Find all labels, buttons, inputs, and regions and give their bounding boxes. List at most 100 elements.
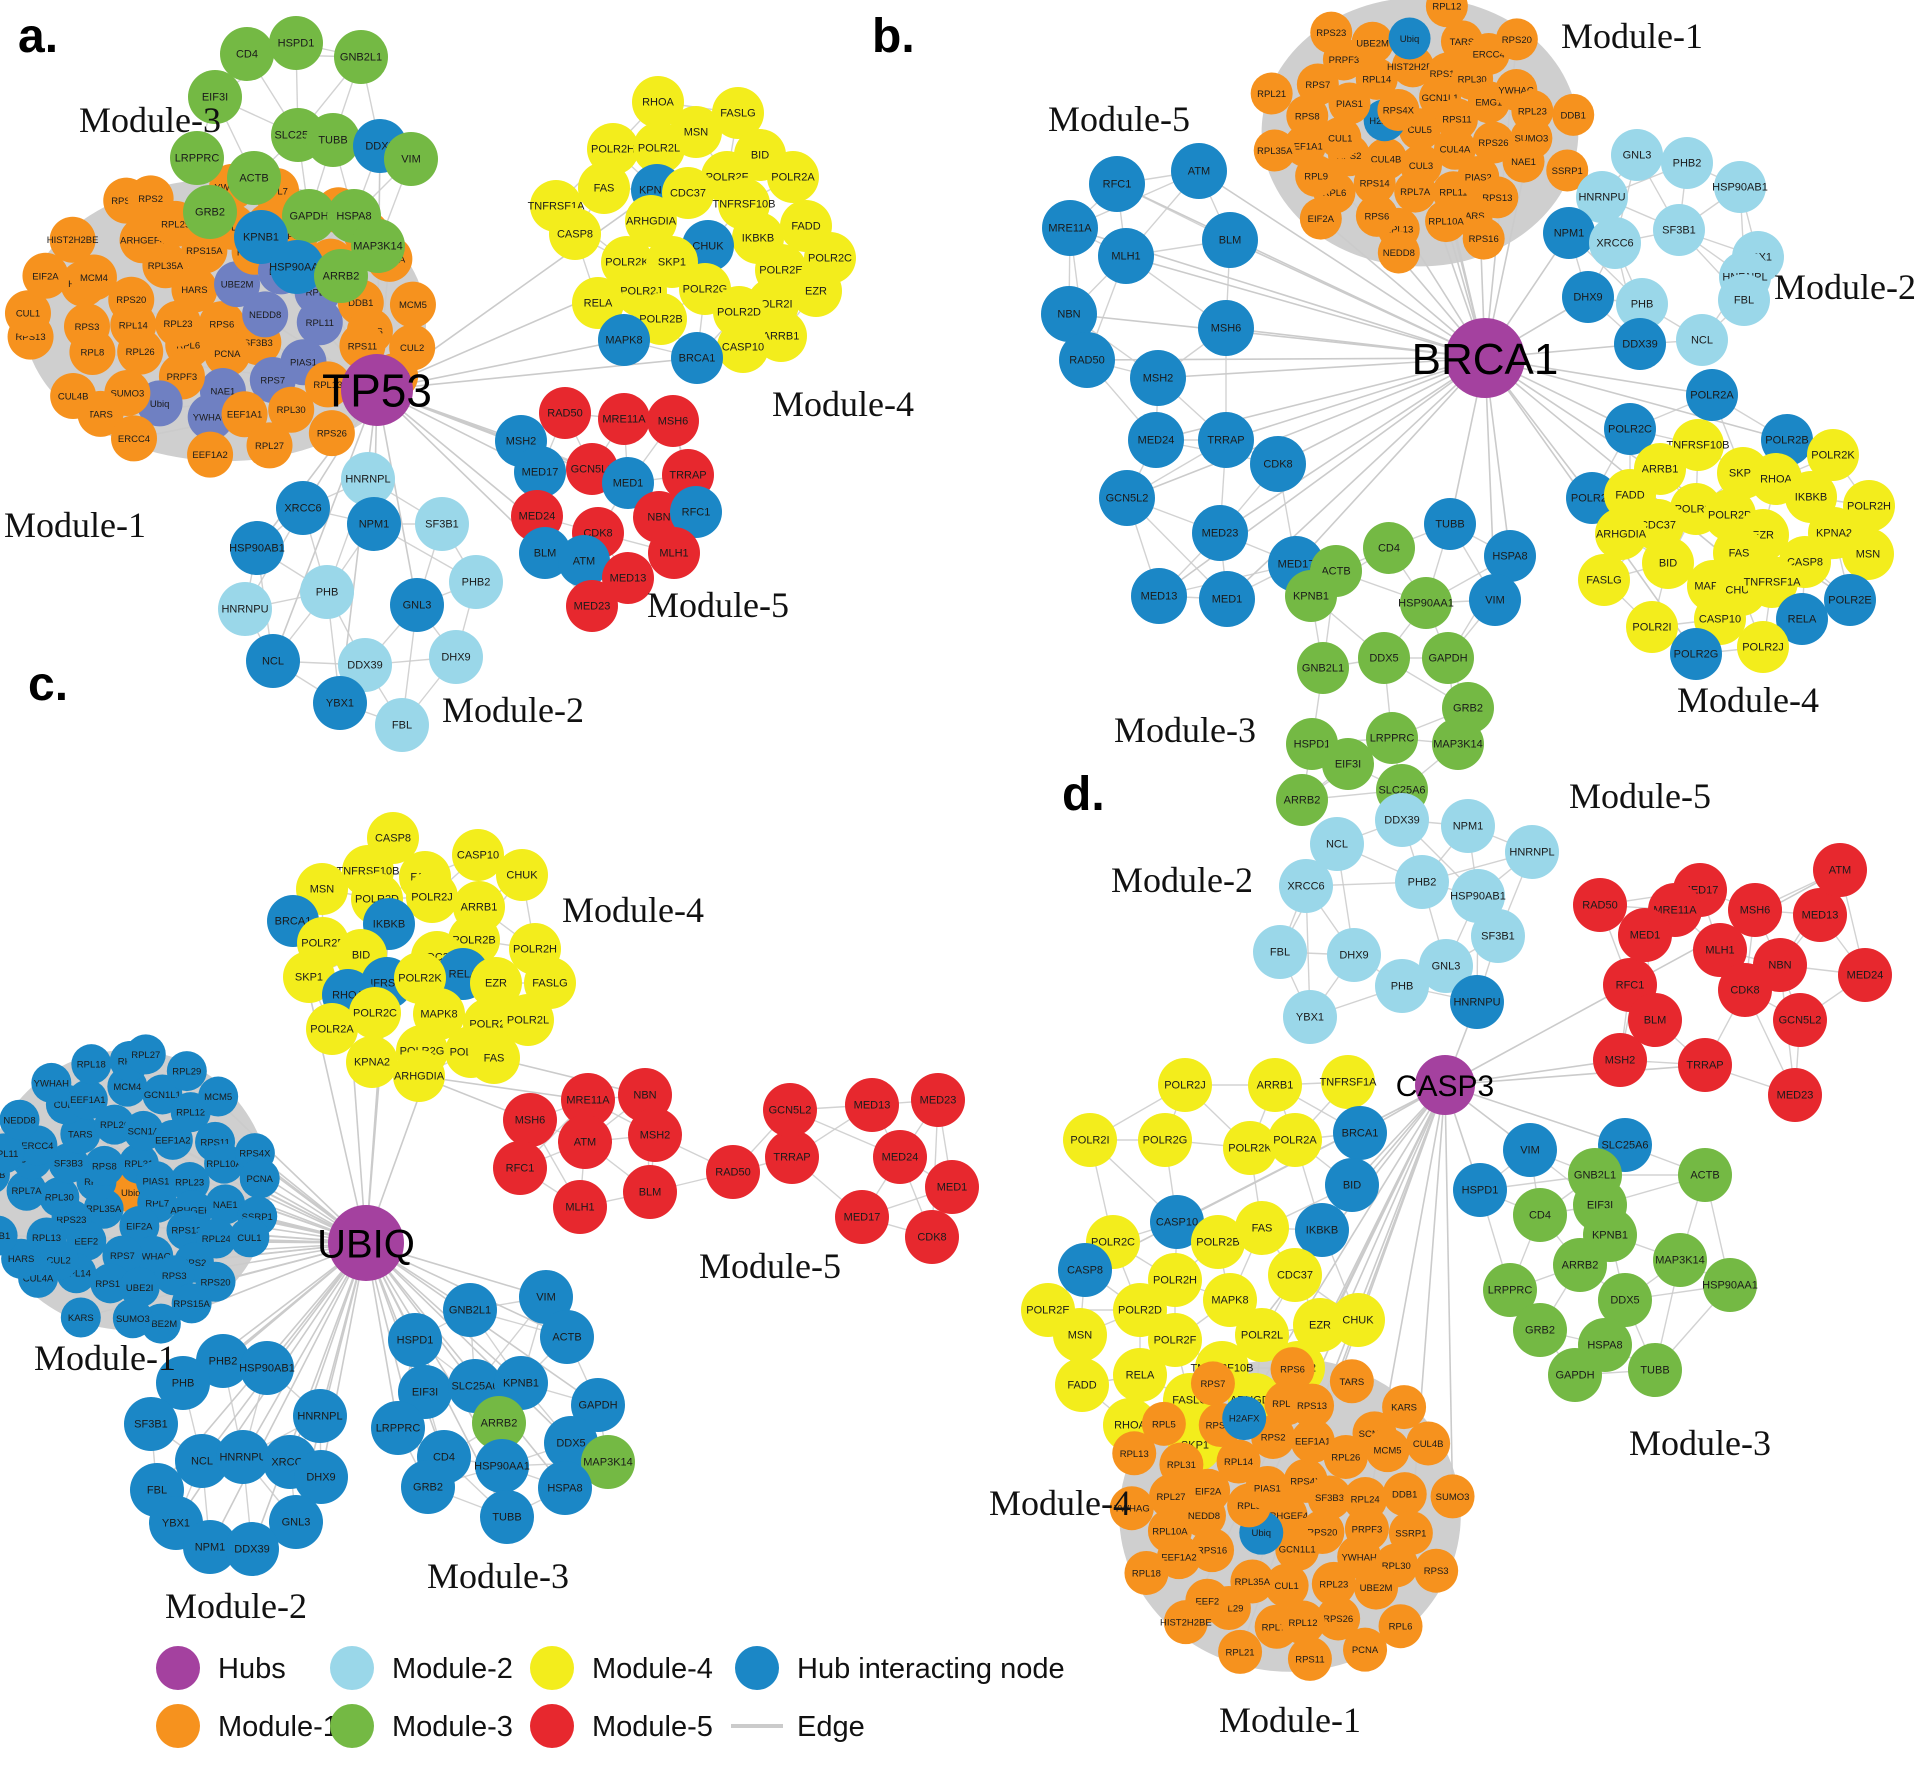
node-label-RPS8: RPS8 <box>1295 111 1320 122</box>
node-label-RPL23: RPL23 <box>1319 1579 1348 1590</box>
node-NCL <box>246 634 300 688</box>
node-RPS13 <box>1290 1383 1335 1428</box>
node-label-GCN5L2: GCN5L2 <box>1779 1015 1822 1027</box>
node-DDX39 <box>225 1522 279 1576</box>
hub-edge <box>1225 357 1486 441</box>
node-label-CHUK: CHUK <box>1342 1315 1374 1327</box>
node-label-POLR2E: POLR2E <box>1828 595 1871 607</box>
hub-node-UBIQ <box>328 1205 404 1281</box>
node-NPM1 <box>1543 207 1595 259</box>
node-label-NEDD8: NEDD8 <box>1383 248 1415 259</box>
node-label-EIF2A: EIF2A <box>1308 214 1335 225</box>
node-KPNB1 <box>234 210 288 264</box>
node-RPS15A <box>171 1283 212 1324</box>
node-RPL27 <box>246 422 293 469</box>
node-HNRNPU <box>1576 171 1628 223</box>
node-RPL12 <box>1280 1600 1325 1645</box>
node-label-MAPK8: MAPK8 <box>420 1009 457 1021</box>
node-label-CASP8: CASP8 <box>1787 557 1823 569</box>
node-NCL <box>1310 817 1364 871</box>
node-label-TUBB: TUBB <box>492 1512 521 1524</box>
node-label-EIF2A: EIF2A <box>1195 1486 1222 1497</box>
node-ARRB1 <box>1248 1058 1302 1112</box>
node-label-UBE2M: UBE2M <box>221 280 254 291</box>
node-label-MAP3K14: MAP3K14 <box>1433 739 1483 751</box>
module-label-b-Module-1: Module-1 <box>1561 16 1703 56</box>
node-HNRNPU <box>218 582 272 636</box>
node-label-MAP3K14: MAP3K14 <box>353 241 403 253</box>
node-GNB2L1 <box>334 30 388 84</box>
node-BLM <box>1202 212 1258 268</box>
node-PIAS1 <box>1245 1466 1290 1511</box>
node-EEF1A1 <box>221 391 268 438</box>
node-label-SUMO3: SUMO3 <box>110 389 144 400</box>
node-label-RPS6: RPS6 <box>209 320 234 331</box>
node-label-POLR2G: POLR2G <box>1674 649 1719 661</box>
node-label-YWHAG: YWHAG <box>135 1251 171 1262</box>
node-label-LRPPRC: LRPPRC <box>175 153 220 165</box>
hub-label-CASP3: CASP3 <box>1396 1070 1494 1103</box>
node-label-POLR2J: POLR2J <box>1742 642 1784 654</box>
node-UBE2I <box>119 1267 160 1308</box>
node-HSP90AA1 <box>1703 1258 1757 1312</box>
node-MLH1 <box>1693 923 1747 977</box>
node-HSPA8 <box>1484 530 1536 582</box>
node-HNRNPL <box>293 1389 347 1443</box>
node-label-GNL3: GNL3 <box>1623 150 1652 162</box>
node-label-MCM5: MCM5 <box>1374 1446 1402 1457</box>
node-POLR2H <box>1843 480 1895 532</box>
node-RPL13 <box>304 361 351 408</box>
node-BID <box>1325 1158 1379 1212</box>
node-label-VIM: VIM <box>401 154 421 166</box>
node-TNFRSF1A <box>1746 556 1798 608</box>
node-TUBB <box>1424 498 1476 550</box>
node-label-DDX5: DDX5 <box>1610 1295 1639 1307</box>
node-VIM <box>384 132 438 186</box>
node-YWHAG <box>1109 1486 1154 1531</box>
node-label-RPL7A: RPL7A <box>1262 1622 1293 1633</box>
node-label-H2AFX: H2AFX <box>1229 1414 1260 1425</box>
node-Ubiq <box>1388 17 1431 60</box>
node-RPL29 <box>166 1051 207 1092</box>
node-label-CDK8: CDK8 <box>1263 459 1292 471</box>
node-RPS8 <box>84 1145 125 1186</box>
node-label-GNL3: GNL3 <box>1432 961 1461 973</box>
node-label-MED17: MED17 <box>1278 559 1315 571</box>
module-label-d-Module-3: Module-3 <box>1629 1423 1771 1463</box>
node-RPS14 <box>1353 162 1396 205</box>
node-label-RPS11: RPS11 <box>200 1137 229 1148</box>
node-label-RPL31: RPL31 <box>1167 1460 1196 1471</box>
node-label-CUL4B: CUL4B <box>58 392 89 403</box>
node-label-MRE11A: MRE11A <box>1653 905 1697 917</box>
node-label-FAS: FAS <box>484 1053 505 1065</box>
node-label-MRE11A: MRE11A <box>566 1095 610 1107</box>
node-RPL11 <box>0 1133 25 1174</box>
node-SKP1 <box>283 951 335 1003</box>
node-KARS <box>60 1297 101 1338</box>
node-RPS20 <box>1495 18 1538 61</box>
node-label-GCN1L1: GCN1L1 <box>1422 93 1459 104</box>
node-MED24 <box>1838 948 1892 1002</box>
node-HSPD1 <box>1453 1163 1507 1217</box>
node-UBE2M <box>1351 21 1394 64</box>
node-label-POLR2A: POLR2A <box>1273 1135 1317 1147</box>
node-label-EZR: EZR <box>1309 1320 1331 1332</box>
node-label-LRPPRC: LRPPRC <box>376 1423 421 1435</box>
node-label-HIST2H2BE: HIST2H2BE <box>1160 1618 1212 1629</box>
node-DHX9 <box>294 1450 348 1504</box>
node-MCM5 <box>1365 1428 1410 1473</box>
node-label-RFC1: RFC1 <box>506 1163 535 1175</box>
node-label-POLR2L: POLR2L <box>638 143 680 155</box>
node-label-RPL13: RPL13 <box>1384 224 1413 235</box>
node-CASP8 <box>1058 1243 1112 1297</box>
node-label-GCN5L2: GCN5L2 <box>571 464 614 476</box>
node-POLR2G <box>1670 628 1722 680</box>
node-label-UBE2I: UBE2I <box>126 1283 153 1294</box>
legend-swatch-Module-3 <box>330 1704 374 1748</box>
node-label-BID: BID <box>751 150 769 162</box>
node-POLR2B <box>1761 414 1813 466</box>
hub-edge <box>1219 357 1486 534</box>
node-MRE11A <box>561 1073 615 1127</box>
node-label-CHUK: CHUK <box>692 241 724 253</box>
node-label-EEF1A2: EEF1A2 <box>155 1135 190 1146</box>
